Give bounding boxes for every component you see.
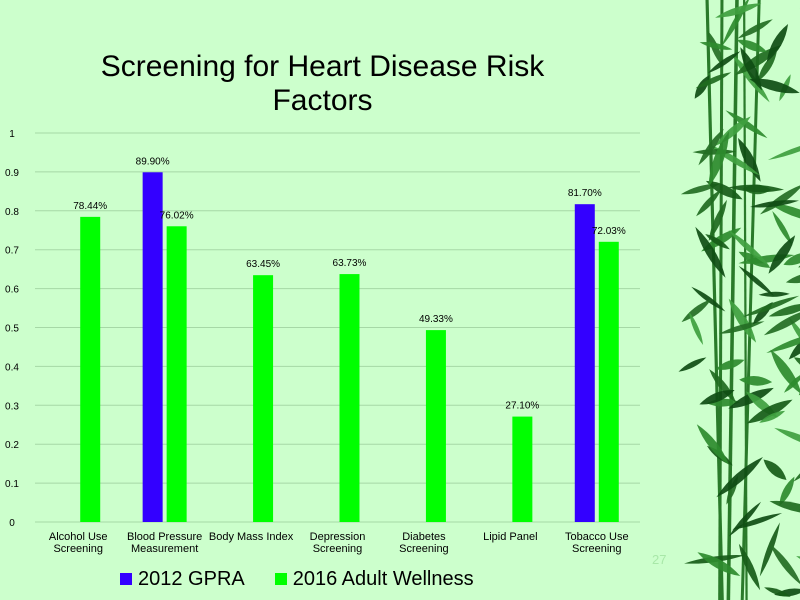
y-tick-label: 0.3: [5, 401, 19, 412]
y-tick-label: 0.8: [5, 207, 19, 218]
x-tick-label: Blood Pressure Measurement: [127, 531, 202, 555]
bar-2016-adult-wellness: [512, 416, 533, 522]
legend-label-2012-gpra: 2012 GPRA: [138, 567, 245, 590]
bamboo-leaves-image: [675, 0, 800, 600]
y-tick-label: 0.1: [5, 479, 19, 490]
y-tick-label: 1: [9, 129, 15, 140]
data-labels: 78.44% 89.90% 76.02% 63.45% 63.73% 49.33% 27.1…: [73, 156, 626, 411]
bar-2012-gpra: [142, 172, 163, 522]
chart-title: Screening for Heart Disease Risk Factors: [100, 50, 545, 117]
x-axis-ticks: Alcohol Use Screening Blood Pressure Measur…: [49, 531, 629, 555]
data-label: 81.70%: [568, 188, 602, 199]
legend-item-2016-adult-wellness: 2016 Adult Wellness: [274, 567, 474, 591]
bar-2012-gpra: [574, 204, 595, 522]
y-tick-label: 0: [9, 518, 15, 529]
y-tick-label: 0.7: [5, 246, 19, 257]
gridlines: [35, 132, 640, 523]
x-tick-label: Body Mass Index: [209, 531, 294, 543]
bar-2016-adult-wellness: [339, 274, 360, 522]
x-tick-label: Tobacco Use Screening: [565, 531, 629, 555]
x-tick-label: Alcohol Use Screening: [49, 531, 108, 555]
data-label: 89.90%: [136, 156, 170, 167]
x-tick-label: Lipid Panel: [483, 531, 537, 543]
data-label: 63.45%: [246, 259, 280, 270]
bars: [80, 172, 619, 523]
data-label: 63.73%: [333, 258, 367, 269]
legend-item-2012-gpra: 2012 GPRA: [120, 568, 245, 591]
y-axis-ticks: 0 0.1 0.2 0.3 0.4 0.5 0.6 0.7 0.8 0.9 1: [5, 129, 19, 529]
data-label: 78.44%: [73, 201, 107, 212]
y-tick-label: 0.2: [5, 440, 19, 451]
slide-number: 27: [652, 552, 667, 567]
data-label: 27.10%: [505, 401, 539, 412]
legend-swatch-2012-gpra: [120, 573, 132, 585]
data-label: 72.03%: [592, 226, 626, 237]
bar-2016-adult-wellness: [80, 216, 101, 522]
bar-2016-adult-wellness: [166, 226, 187, 522]
bar-2016-adult-wellness: [425, 330, 446, 522]
y-tick-label: 0.6: [5, 285, 19, 296]
legend-swatch-2016-adult-wellness: [274, 573, 287, 585]
legend-label-2016-adult-wellness: 2016 Adult Wellness: [292, 567, 474, 590]
y-tick-label: 0.9: [5, 168, 19, 179]
y-tick-label: 0.4: [5, 362, 19, 373]
x-tick-label: Diabetes Screening: [399, 531, 449, 555]
data-label: 49.33%: [419, 314, 453, 325]
bar-2016-adult-wellness: [253, 275, 274, 522]
x-tick-label: Depression Screening: [310, 531, 366, 555]
bar-2016-adult-wellness: [598, 241, 619, 523]
data-label: 76.02%: [160, 210, 194, 221]
legend: 2012 GPRA 2016 Adult Wellness: [120, 567, 474, 591]
y-tick-label: 0.5: [5, 324, 19, 335]
